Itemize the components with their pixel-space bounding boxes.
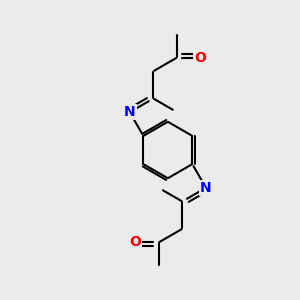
Text: N: N <box>124 105 136 119</box>
Text: O: O <box>194 50 206 64</box>
Text: N: N <box>200 181 212 195</box>
Text: O: O <box>129 236 141 250</box>
